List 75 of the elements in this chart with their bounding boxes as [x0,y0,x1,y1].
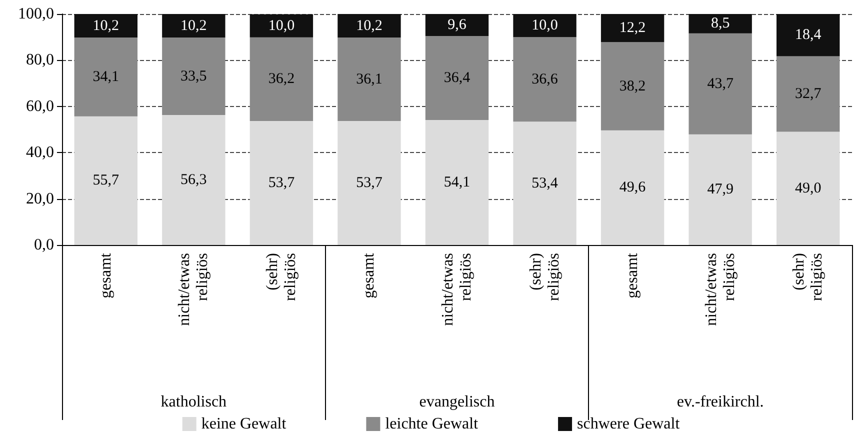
data-label: 53,4 [532,175,558,192]
data-label: 56,3 [180,172,207,188]
bar [688,33,752,134]
data-label: 43,7 [707,76,734,92]
data-label: 54,1 [444,174,470,191]
text: ev.-freikirchl. [676,394,764,410]
data-label: 10,2 [92,18,120,34]
bar [338,38,401,121]
bar [162,14,226,38]
data-label: 10,0 [268,18,295,34]
bar [776,132,840,245]
text: katholisch [160,394,227,410]
text: evangelisch [419,394,495,410]
x-tick-label: nicht/etwas religiös [702,253,738,326]
bar [688,134,752,245]
y-tick-label: 20,0 [26,190,54,208]
legend-label: keine Gewalt [201,416,287,432]
bar [600,42,664,130]
data-label: 12,2 [619,20,646,36]
bar [74,14,138,38]
bar [425,120,489,245]
bar [600,14,664,42]
data-label: 38,2 [619,78,646,94]
bar [600,130,664,245]
y-tick-label: 60,0 [26,98,54,115]
bar [513,14,576,38]
data-label: 18,4 [794,27,822,44]
bar [162,38,226,115]
bar [338,120,401,245]
y-tick-label: 40,0 [26,144,54,162]
bar [74,116,138,245]
data-label: 10,2 [180,18,207,34]
data-label: 49,6 [619,180,646,196]
bar [338,14,401,38]
bar [776,14,840,56]
bar [74,38,138,116]
data-label: 9,6 [448,16,467,33]
bar [162,114,226,245]
data-label: 49,0 [794,180,822,196]
bar [250,14,314,38]
bar [776,56,840,132]
x-tick-label: nicht/etwas religiös [176,253,212,326]
bar [250,37,314,121]
x-tick-label: gesamt [624,252,642,298]
data-label: 55,7 [92,172,120,189]
data-label: 32,7 [794,86,822,102]
y-tick-label: 100,0 [18,6,54,22]
bar [513,37,576,122]
bar [425,36,489,120]
data-label: 34,1 [92,68,120,85]
bar [513,122,576,245]
data-label: 36,2 [268,71,295,88]
y-tick-label: 0,0 [34,236,54,254]
data-label: 10,2 [356,18,382,34]
x-tick-label: gesamt [97,252,114,298]
data-label: 53,7 [268,174,296,191]
bar [425,14,489,36]
legend-label: leichte Gewalt [385,416,479,432]
x-tick-label: nicht/etwas religiös [440,253,474,326]
legend-label: schwere Gewalt [577,416,680,432]
data-label: 8,5 [710,16,730,32]
data-label: 36,6 [532,71,558,88]
bar [688,14,752,34]
x-tick-label: (sehr) religiös [264,253,299,301]
data-label: 36,4 [444,70,471,86]
x-tick-label: gesamt [360,252,378,298]
y-tick-label: 80,0 [26,52,54,69]
x-tick-label: (sehr) religiös [790,253,826,301]
x-tick-label: (sehr) religiös [527,253,562,301]
bar [250,120,314,245]
data-label: 53,7 [356,174,383,191]
data-label: 10,0 [532,18,558,34]
data-label: 47,9 [707,182,734,198]
data-label: 33,5 [180,68,207,84]
data-label: 36,1 [356,71,382,88]
